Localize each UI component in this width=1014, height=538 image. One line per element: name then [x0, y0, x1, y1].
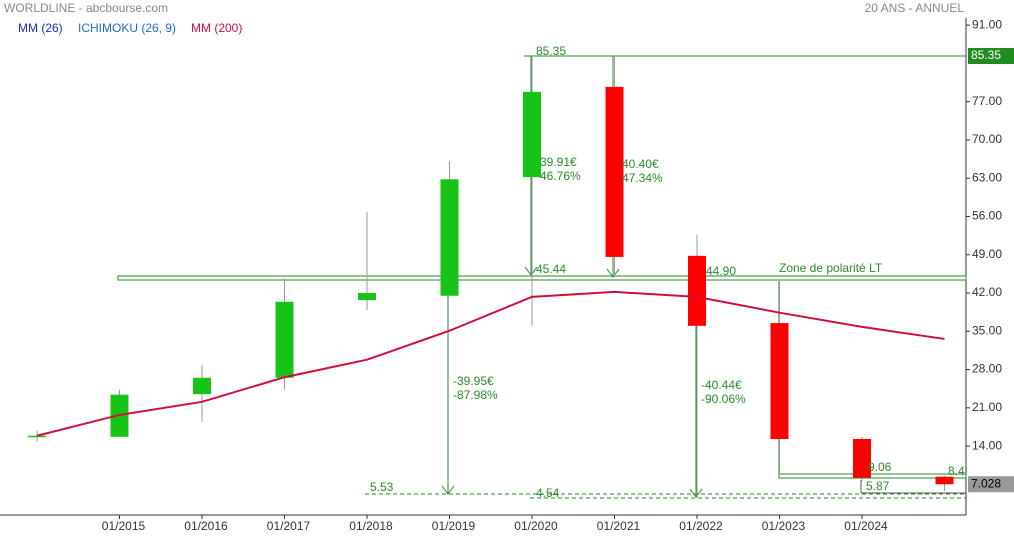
annotation: -90.06%	[701, 392, 746, 406]
y-tick-label: 42.00	[972, 285, 1002, 299]
annotation: -87.98%	[453, 388, 498, 402]
zone-band	[117, 275, 967, 281]
ma-line	[36, 290, 945, 437]
candle-body	[853, 439, 871, 478]
annotation: -40.44€	[701, 378, 742, 392]
y-tick-label: 35.00	[972, 323, 1002, 337]
annotation: 85.35	[536, 44, 566, 58]
annotation: 8.4	[948, 464, 965, 478]
x-tick-label: 01/2016	[184, 519, 228, 533]
x-tick-label: 01/2019	[432, 519, 476, 533]
y-tick-label: 70.00	[972, 132, 1002, 146]
candle-body	[275, 301, 294, 378]
price-tag	[968, 476, 1014, 493]
annotation: 45.44	[536, 262, 566, 276]
y-tick-label: 56.00	[972, 209, 1002, 223]
annotation: 5.53	[370, 480, 394, 494]
y-tick-label: 49.00	[972, 247, 1002, 261]
x-tick-label: 01/2017	[267, 519, 311, 533]
annotation: 4.54	[536, 486, 560, 500]
annotation: 40.40€	[622, 157, 659, 171]
x-tick-label: 01/2023	[762, 519, 806, 533]
x-tick-label: 01/2021	[597, 519, 641, 533]
x-tick-label: 01/2022	[679, 519, 723, 533]
price-tag-label: 85.35	[971, 48, 1001, 62]
candle-body	[770, 323, 789, 440]
annotation: Zone de polarité LT	[779, 261, 883, 275]
y-tick-label: 21.00	[972, 400, 1002, 414]
annotation: 47.34%	[622, 171, 663, 185]
chart-title: WORLDLINE - abcbourse.com	[4, 1, 168, 15]
annotation: 5.87	[866, 479, 890, 493]
legend-entry: MM (26)	[18, 21, 63, 35]
candle-body	[523, 91, 541, 178]
arrow-head	[606, 268, 620, 278]
arrow-head	[524, 266, 538, 276]
y-tick-label: 14.00	[972, 438, 1002, 452]
candle-body	[193, 377, 211, 395]
candle-body	[440, 179, 459, 296]
arrow-head	[689, 488, 703, 498]
candle-body	[605, 86, 624, 257]
annotation: -39.95€	[453, 374, 494, 388]
x-tick-label: 01/2015	[102, 519, 146, 533]
annotation: 9.06	[868, 460, 892, 474]
price-tag	[968, 47, 1014, 64]
annotation: 39.91€	[540, 155, 577, 169]
annotation: 46.76%	[540, 169, 581, 183]
y-tick-label: 28.00	[972, 362, 1002, 376]
y-tick-label: 77.00	[972, 94, 1002, 108]
chart-subtitle: 20 ANS - ANNUEL	[865, 1, 965, 15]
y-tick-label: 63.00	[972, 170, 1002, 184]
zone-band	[778, 473, 967, 479]
x-tick-label: 01/2024	[844, 519, 888, 533]
candle-body	[935, 476, 954, 485]
candle-body	[358, 293, 376, 301]
y-tick-label: 91.00	[972, 17, 1002, 31]
x-tick-label: 01/2018	[349, 519, 393, 533]
annotation: 44.90	[706, 264, 736, 278]
legend-entry: MM (200)	[191, 21, 242, 35]
price-tag-label: 7.028	[971, 476, 1001, 490]
arrow-head	[441, 485, 455, 495]
legend-entry: ICHIMOKU (26, 9)	[78, 21, 176, 35]
candle-body	[28, 435, 46, 438]
candle-body	[688, 255, 706, 326]
x-tick-label: 01/2020	[514, 519, 558, 533]
